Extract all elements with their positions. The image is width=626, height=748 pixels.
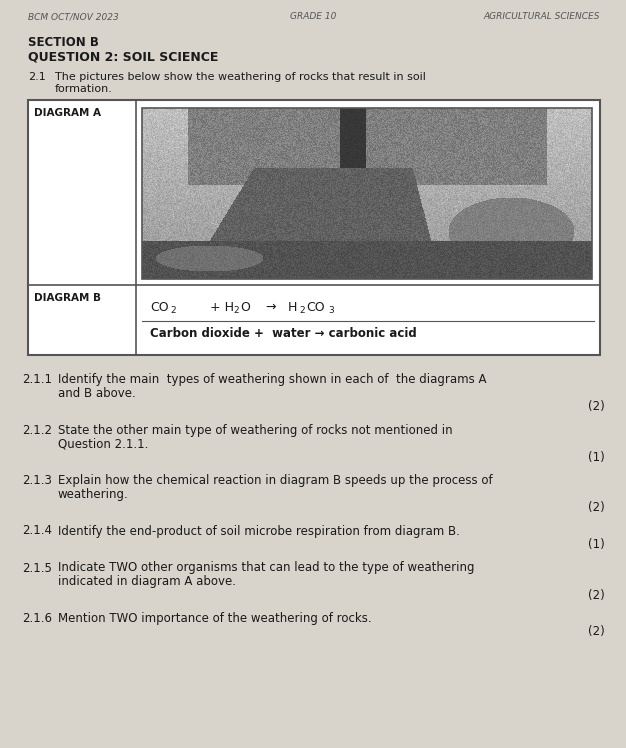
Text: Identify the end-product of soil microbe respiration from diagram B.: Identify the end-product of soil microbe…: [58, 524, 460, 538]
Text: 2.1.5: 2.1.5: [22, 562, 52, 574]
Text: Indicate TWO other organisms that can lead to the type of weathering: Indicate TWO other organisms that can le…: [58, 562, 475, 574]
Text: GRADE 10: GRADE 10: [290, 12, 336, 21]
Text: O: O: [240, 301, 250, 314]
Text: QUESTION 2: SOIL SCIENCE: QUESTION 2: SOIL SCIENCE: [28, 50, 218, 63]
Bar: [28, 100, 600, 355]
Text: DIAGRAM A: DIAGRAM A: [34, 108, 101, 118]
Text: 2.1.3: 2.1.3: [22, 474, 52, 487]
Text: Identify the main  types of weathering shown in each of  the diagrams A: Identify the main types of weathering sh…: [58, 373, 486, 386]
Text: CO: CO: [150, 301, 168, 314]
Text: + H: + H: [210, 301, 234, 314]
Bar: [142, 108, 592, 279]
Text: weathering.: weathering.: [58, 488, 129, 500]
Text: (1): (1): [588, 450, 605, 464]
Text: (2): (2): [588, 501, 605, 514]
Text: Explain how the chemical reaction in diagram B speeds up the process of: Explain how the chemical reaction in dia…: [58, 474, 493, 487]
Text: (1): (1): [588, 538, 605, 551]
Text: (2): (2): [588, 589, 605, 601]
Text: (2): (2): [588, 400, 605, 413]
Text: and B above.: and B above.: [58, 387, 136, 399]
Text: 2.1: 2.1: [28, 72, 46, 82]
Text: 2: 2: [233, 306, 239, 315]
Text: 2.1.2: 2.1.2: [22, 423, 52, 437]
Text: State the other main type of weathering of rocks not mentioned in: State the other main type of weathering …: [58, 423, 453, 437]
Text: 2: 2: [299, 306, 305, 315]
Text: Mention TWO importance of the weathering of rocks.: Mention TWO importance of the weathering…: [58, 612, 372, 625]
Text: Carbon dioxide +  water → carbonic acid: Carbon dioxide + water → carbonic acid: [150, 328, 417, 340]
Text: Question 2.1.1.: Question 2.1.1.: [58, 437, 148, 450]
Text: 2.1.6: 2.1.6: [22, 612, 52, 625]
Text: AGRICULTURAL SCIENCES: AGRICULTURAL SCIENCES: [483, 12, 600, 21]
Text: 2.1.4: 2.1.4: [22, 524, 52, 538]
Text: →: →: [265, 301, 275, 314]
Text: formation.: formation.: [55, 84, 113, 94]
Text: (2): (2): [588, 625, 605, 639]
Text: SECTION B: SECTION B: [28, 36, 99, 49]
Text: 2.1.1: 2.1.1: [22, 373, 52, 386]
Text: CO: CO: [306, 301, 325, 314]
Text: 2: 2: [170, 306, 176, 315]
Text: indicated in diagram A above.: indicated in diagram A above.: [58, 575, 236, 588]
Text: 3: 3: [328, 306, 334, 315]
Text: BCM OCT/NOV 2023: BCM OCT/NOV 2023: [28, 12, 119, 21]
Text: The pictures below show the weathering of rocks that result in soil: The pictures below show the weathering o…: [55, 72, 426, 82]
Text: DIAGRAM B: DIAGRAM B: [34, 293, 101, 303]
Text: H: H: [288, 301, 297, 314]
